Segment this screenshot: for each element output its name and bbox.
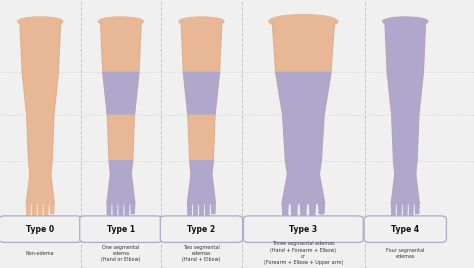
Ellipse shape — [119, 219, 122, 220]
Polygon shape — [403, 204, 407, 219]
Polygon shape — [272, 21, 335, 72]
Ellipse shape — [113, 218, 117, 219]
Text: Type 0: Type 0 — [26, 225, 55, 234]
Polygon shape — [211, 204, 215, 213]
FancyBboxPatch shape — [0, 216, 82, 242]
Ellipse shape — [39, 219, 42, 220]
Polygon shape — [188, 204, 191, 215]
Polygon shape — [392, 115, 419, 161]
Text: Three segmental edemas
(Hand + Forearm + Elbow)
or
(Forearm + Elbow + Upper arm): Three segmental edemas (Hand + Forearm +… — [264, 241, 343, 265]
Polygon shape — [193, 204, 197, 218]
Ellipse shape — [319, 212, 324, 214]
Ellipse shape — [188, 214, 191, 215]
Text: Type 4: Type 4 — [391, 225, 419, 234]
Polygon shape — [32, 204, 36, 218]
Polygon shape — [28, 161, 52, 174]
Polygon shape — [187, 174, 216, 204]
Polygon shape — [183, 72, 219, 115]
Ellipse shape — [383, 17, 428, 26]
Text: Non-edema: Non-edema — [26, 251, 55, 256]
Polygon shape — [22, 72, 58, 115]
Polygon shape — [282, 174, 325, 204]
Polygon shape — [310, 204, 315, 217]
Polygon shape — [387, 72, 423, 115]
Polygon shape — [285, 161, 321, 174]
Polygon shape — [20, 21, 61, 72]
Ellipse shape — [283, 214, 288, 216]
Ellipse shape — [179, 17, 224, 26]
Ellipse shape — [212, 213, 215, 214]
Ellipse shape — [206, 217, 209, 218]
Polygon shape — [397, 204, 401, 218]
Polygon shape — [391, 174, 419, 204]
Polygon shape — [385, 21, 426, 72]
Text: Four segmental
edemas: Four segmental edemas — [386, 248, 424, 259]
Ellipse shape — [194, 218, 197, 219]
Polygon shape — [103, 72, 139, 115]
Ellipse shape — [404, 219, 407, 220]
Polygon shape — [410, 204, 413, 217]
FancyBboxPatch shape — [244, 216, 363, 242]
Ellipse shape — [51, 213, 54, 214]
Polygon shape — [392, 204, 395, 215]
Text: Two segmental
edemas
(Hand + Elbow): Two segmental edemas (Hand + Elbow) — [182, 245, 221, 262]
Polygon shape — [181, 21, 222, 72]
Polygon shape — [276, 72, 331, 115]
Ellipse shape — [18, 17, 63, 26]
Ellipse shape — [269, 15, 338, 28]
Ellipse shape — [27, 214, 30, 215]
FancyBboxPatch shape — [160, 216, 243, 242]
Text: Type 3: Type 3 — [289, 225, 318, 234]
Polygon shape — [131, 204, 135, 213]
Ellipse shape — [45, 217, 48, 218]
Polygon shape — [206, 204, 210, 217]
Polygon shape — [415, 204, 419, 213]
Polygon shape — [107, 174, 135, 204]
Ellipse shape — [131, 213, 134, 214]
Polygon shape — [107, 115, 135, 161]
Ellipse shape — [410, 217, 413, 218]
Text: Type 2: Type 2 — [187, 225, 216, 234]
Polygon shape — [45, 204, 48, 217]
Ellipse shape — [416, 213, 419, 214]
Ellipse shape — [108, 214, 110, 215]
Polygon shape — [188, 115, 215, 161]
Polygon shape — [301, 204, 306, 219]
Ellipse shape — [33, 218, 36, 219]
Polygon shape — [190, 161, 213, 174]
Polygon shape — [113, 204, 117, 218]
Polygon shape — [282, 204, 288, 215]
Polygon shape — [27, 204, 30, 215]
Ellipse shape — [200, 219, 203, 220]
Text: Type 1: Type 1 — [107, 225, 135, 234]
Polygon shape — [292, 204, 297, 218]
Ellipse shape — [310, 216, 315, 218]
Ellipse shape — [292, 217, 297, 219]
Polygon shape — [27, 115, 54, 161]
Ellipse shape — [125, 217, 128, 218]
Polygon shape — [107, 204, 111, 215]
Ellipse shape — [98, 17, 144, 26]
Polygon shape — [109, 161, 133, 174]
FancyBboxPatch shape — [364, 216, 447, 242]
Polygon shape — [26, 174, 55, 204]
Polygon shape — [283, 115, 324, 161]
Polygon shape — [319, 204, 325, 213]
Ellipse shape — [398, 218, 401, 219]
Text: One segmental
edema
(Hand or Elbow): One segmental edema (Hand or Elbow) — [101, 245, 141, 262]
Polygon shape — [200, 204, 203, 219]
Polygon shape — [125, 204, 129, 217]
Ellipse shape — [392, 214, 395, 215]
FancyBboxPatch shape — [80, 216, 162, 242]
Polygon shape — [119, 204, 123, 219]
Polygon shape — [393, 161, 417, 174]
Ellipse shape — [301, 218, 306, 220]
Polygon shape — [100, 21, 141, 72]
Polygon shape — [38, 204, 42, 219]
Polygon shape — [50, 204, 54, 213]
